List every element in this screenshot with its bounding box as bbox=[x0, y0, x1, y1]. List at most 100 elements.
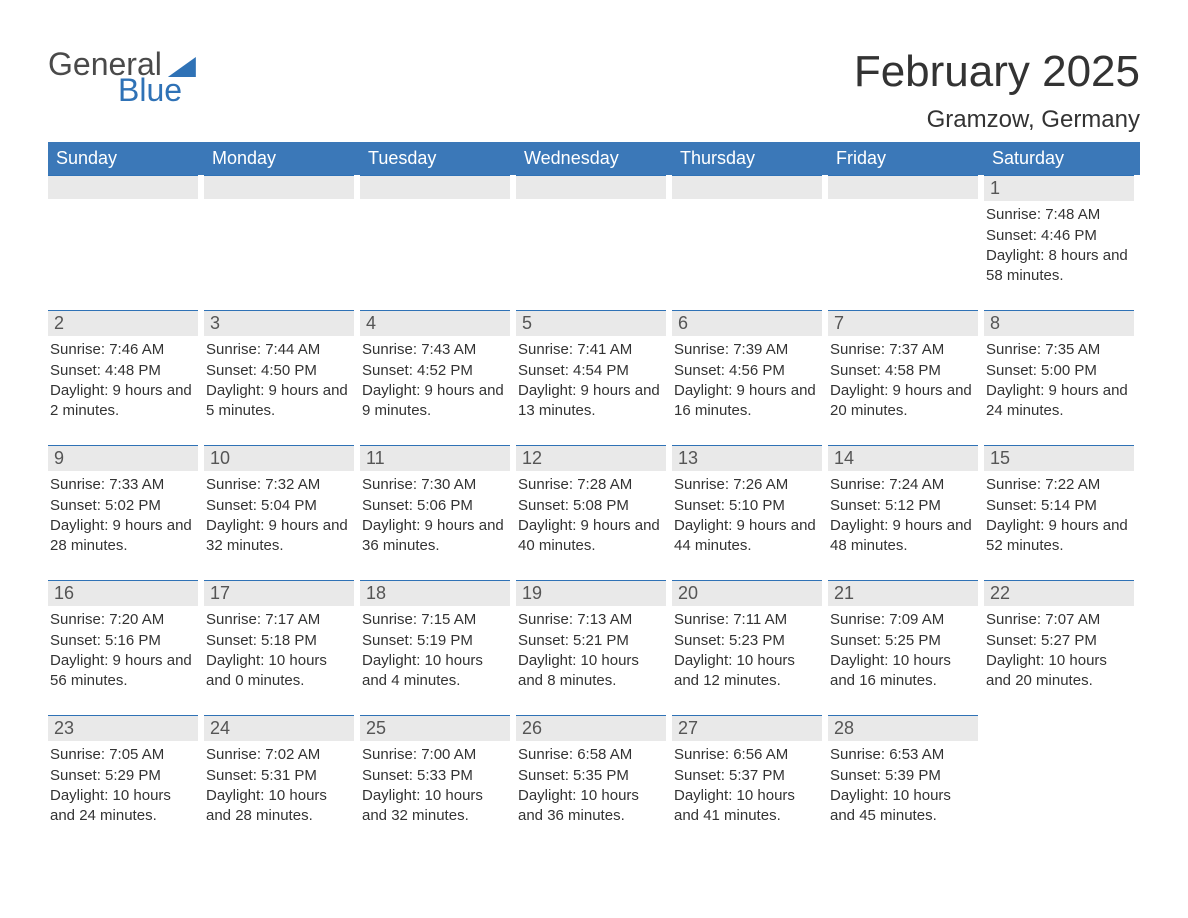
day-cell: 26Sunrise: 6:58 AMSunset: 5:35 PMDayligh… bbox=[516, 715, 672, 832]
day-details: Sunrise: 7:26 AMSunset: 5:10 PMDaylight:… bbox=[672, 471, 822, 556]
sunset-text: Sunset: 5:23 PM bbox=[674, 631, 820, 651]
day-cell: 17Sunrise: 7:17 AMSunset: 5:18 PMDayligh… bbox=[204, 580, 360, 697]
sunset-text: Sunset: 5:37 PM bbox=[674, 766, 820, 786]
daylight-text: Daylight: 10 hours and 4 minutes. bbox=[362, 651, 508, 692]
day-number: 20 bbox=[672, 580, 822, 606]
daylight-text: Daylight: 10 hours and 28 minutes. bbox=[206, 786, 352, 827]
day-number bbox=[360, 175, 510, 199]
logo-text-blue: Blue bbox=[118, 74, 196, 106]
sunset-text: Sunset: 4:50 PM bbox=[206, 361, 352, 381]
daylight-text: Daylight: 10 hours and 32 minutes. bbox=[362, 786, 508, 827]
weeks-container: 1Sunrise: 7:48 AMSunset: 4:46 PMDaylight… bbox=[48, 175, 1140, 832]
day-details: Sunrise: 7:00 AMSunset: 5:33 PMDaylight:… bbox=[360, 741, 510, 826]
day-number: 23 bbox=[48, 715, 198, 741]
sunrise-text: Sunrise: 6:53 AM bbox=[830, 745, 976, 765]
sunrise-text: Sunrise: 7:35 AM bbox=[986, 340, 1132, 360]
week-row: 16Sunrise: 7:20 AMSunset: 5:16 PMDayligh… bbox=[48, 580, 1140, 697]
day-cell: 1Sunrise: 7:48 AMSunset: 4:46 PMDaylight… bbox=[984, 175, 1140, 292]
day-number bbox=[204, 175, 354, 199]
day-cell bbox=[984, 715, 1140, 832]
day-details: Sunrise: 7:48 AMSunset: 4:46 PMDaylight:… bbox=[984, 201, 1134, 286]
day-details: Sunrise: 7:05 AMSunset: 5:29 PMDaylight:… bbox=[48, 741, 198, 826]
day-cell: 21Sunrise: 7:09 AMSunset: 5:25 PMDayligh… bbox=[828, 580, 984, 697]
daylight-text: Daylight: 9 hours and 56 minutes. bbox=[50, 651, 196, 692]
sunset-text: Sunset: 4:54 PM bbox=[518, 361, 664, 381]
month-title: February 2025 bbox=[854, 48, 1140, 96]
day-details: Sunrise: 7:35 AMSunset: 5:00 PMDaylight:… bbox=[984, 336, 1134, 421]
sunrise-text: Sunrise: 7:43 AM bbox=[362, 340, 508, 360]
day-cell bbox=[516, 175, 672, 292]
day-number: 26 bbox=[516, 715, 666, 741]
day-details: Sunrise: 7:37 AMSunset: 4:58 PMDaylight:… bbox=[828, 336, 978, 421]
sunrise-text: Sunrise: 7:41 AM bbox=[518, 340, 664, 360]
day-details: Sunrise: 6:58 AMSunset: 5:35 PMDaylight:… bbox=[516, 741, 666, 826]
sunrise-text: Sunrise: 7:09 AM bbox=[830, 610, 976, 630]
sunrise-text: Sunrise: 7:33 AM bbox=[50, 475, 196, 495]
day-number: 6 bbox=[672, 310, 822, 336]
sunrise-text: Sunrise: 7:02 AM bbox=[206, 745, 352, 765]
calendar-grid: Sunday Monday Tuesday Wednesday Thursday… bbox=[48, 142, 1140, 832]
sunrise-text: Sunrise: 7:28 AM bbox=[518, 475, 664, 495]
daylight-text: Daylight: 9 hours and 36 minutes. bbox=[362, 516, 508, 557]
day-cell: 6Sunrise: 7:39 AMSunset: 4:56 PMDaylight… bbox=[672, 310, 828, 427]
day-details: Sunrise: 7:20 AMSunset: 5:16 PMDaylight:… bbox=[48, 606, 198, 691]
day-number: 2 bbox=[48, 310, 198, 336]
week-row: 2 Sunrise: 7:46 AMSunset: 4:48 PM Daylight… bbox=[48, 310, 1140, 427]
sunset-text: Sunset: 4:58 PM bbox=[830, 361, 976, 381]
daylight-text: Daylight: 10 hours and 8 minutes. bbox=[518, 651, 664, 692]
day-details: Sunrise: 7:32 AMSunset: 5:04 PMDaylight:… bbox=[204, 471, 354, 556]
daylight-text: Daylight: 9 hours and 13 minutes. bbox=[518, 381, 664, 422]
dow-friday: Friday bbox=[828, 142, 984, 175]
sunrise-text: Sunrise: 6:58 AM bbox=[518, 745, 664, 765]
daylight-text: Daylight: 9 hours and 16 minutes. bbox=[674, 381, 820, 422]
sunset-text: Sunset: 4:56 PM bbox=[674, 361, 820, 381]
daylight-text: Daylight: 10 hours and 45 minutes. bbox=[830, 786, 976, 827]
day-number: 19 bbox=[516, 580, 666, 606]
day-details: Sunrise: 7:11 AMSunset: 5:23 PMDaylight:… bbox=[672, 606, 822, 691]
day-number: 7 bbox=[828, 310, 978, 336]
day-details: Sunrise: 7:07 AMSunset: 5:27 PMDaylight:… bbox=[984, 606, 1134, 691]
day-cell: 28Sunrise: 6:53 AMSunset: 5:39 PMDayligh… bbox=[828, 715, 984, 832]
day-number: 15 bbox=[984, 445, 1134, 471]
day-cell: 13Sunrise: 7:26 AMSunset: 5:10 PMDayligh… bbox=[672, 445, 828, 562]
sunrise-text: Sunrise: 7:46 AM bbox=[50, 340, 196, 360]
sunrise-text: Sunrise: 7:32 AM bbox=[206, 475, 352, 495]
day-number: 12 bbox=[516, 445, 666, 471]
day-details: Sunrise: 7:39 AMSunset: 4:56 PMDaylight:… bbox=[672, 336, 822, 421]
day-details: Sunrise: 7:22 AMSunset: 5:14 PMDaylight:… bbox=[984, 471, 1134, 556]
sunrise-text: Sunrise: 7:07 AM bbox=[986, 610, 1132, 630]
sunrise-text: Sunrise: 7:20 AM bbox=[50, 610, 196, 630]
dow-thursday: Thursday bbox=[672, 142, 828, 175]
sunset-text: Sunset: 5:21 PM bbox=[518, 631, 664, 651]
sunrise-text: Sunrise: 7:44 AM bbox=[206, 340, 352, 360]
day-details: Sunrise: 7:17 AMSunset: 5:18 PMDaylight:… bbox=[204, 606, 354, 691]
daylight-text: Daylight: 10 hours and 20 minutes. bbox=[986, 651, 1132, 692]
day-number: 9 bbox=[48, 445, 198, 471]
daylight-text: Daylight: 9 hours and 28 minutes. bbox=[50, 516, 196, 557]
sunset-text: Sunset: 5:16 PM bbox=[50, 631, 196, 651]
day-details: Sunrise: 7:44 AMSunset: 4:50 PMDaylight:… bbox=[204, 336, 354, 421]
sunset-text: Sunset: 5:14 PM bbox=[986, 496, 1132, 516]
sunset-text: Sunset: 5:06 PM bbox=[362, 496, 508, 516]
sunset-text: Sunset: 5:29 PM bbox=[50, 766, 196, 786]
daylight-text: Daylight: 9 hours and 44 minutes. bbox=[674, 516, 820, 557]
sunset-text: Sunset: 5:35 PM bbox=[518, 766, 664, 786]
day-number: 11 bbox=[360, 445, 510, 471]
day-details: Sunrise: 7:33 AMSunset: 5:02 PMDaylight:… bbox=[48, 471, 198, 556]
day-details: Sunrise: 7:13 AMSunset: 5:21 PMDaylight:… bbox=[516, 606, 666, 691]
day-number: 1 bbox=[984, 175, 1134, 201]
daylight-text: Daylight: 10 hours and 12 minutes. bbox=[674, 651, 820, 692]
sunrise-text: Sunrise: 7:37 AM bbox=[830, 340, 976, 360]
sunrise-text: Sunrise: 7:48 AM bbox=[986, 205, 1132, 225]
sunrise-text: Sunrise: 7:15 AM bbox=[362, 610, 508, 630]
calendar-page: General Blue February 2025 Gramzow, Germ… bbox=[0, 0, 1188, 918]
sunset-text: Sunset: 4:48 PM bbox=[50, 361, 196, 381]
day-details: Sunrise: 7:15 AMSunset: 5:19 PMDaylight:… bbox=[360, 606, 510, 691]
day-cell bbox=[48, 175, 204, 292]
sunrise-text: Sunrise: 7:00 AM bbox=[362, 745, 508, 765]
week-row: 23Sunrise: 7:05 AMSunset: 5:29 PMDayligh… bbox=[48, 715, 1140, 832]
day-cell: 2Sunrise: 7:46 AMSunset: 4:48 PMDaylight… bbox=[48, 310, 204, 427]
dow-sunday: Sunday bbox=[48, 142, 204, 175]
daylight-text: Daylight: 10 hours and 36 minutes. bbox=[518, 786, 664, 827]
header: General Blue February 2025 Gramzow, Germ… bbox=[48, 48, 1140, 134]
